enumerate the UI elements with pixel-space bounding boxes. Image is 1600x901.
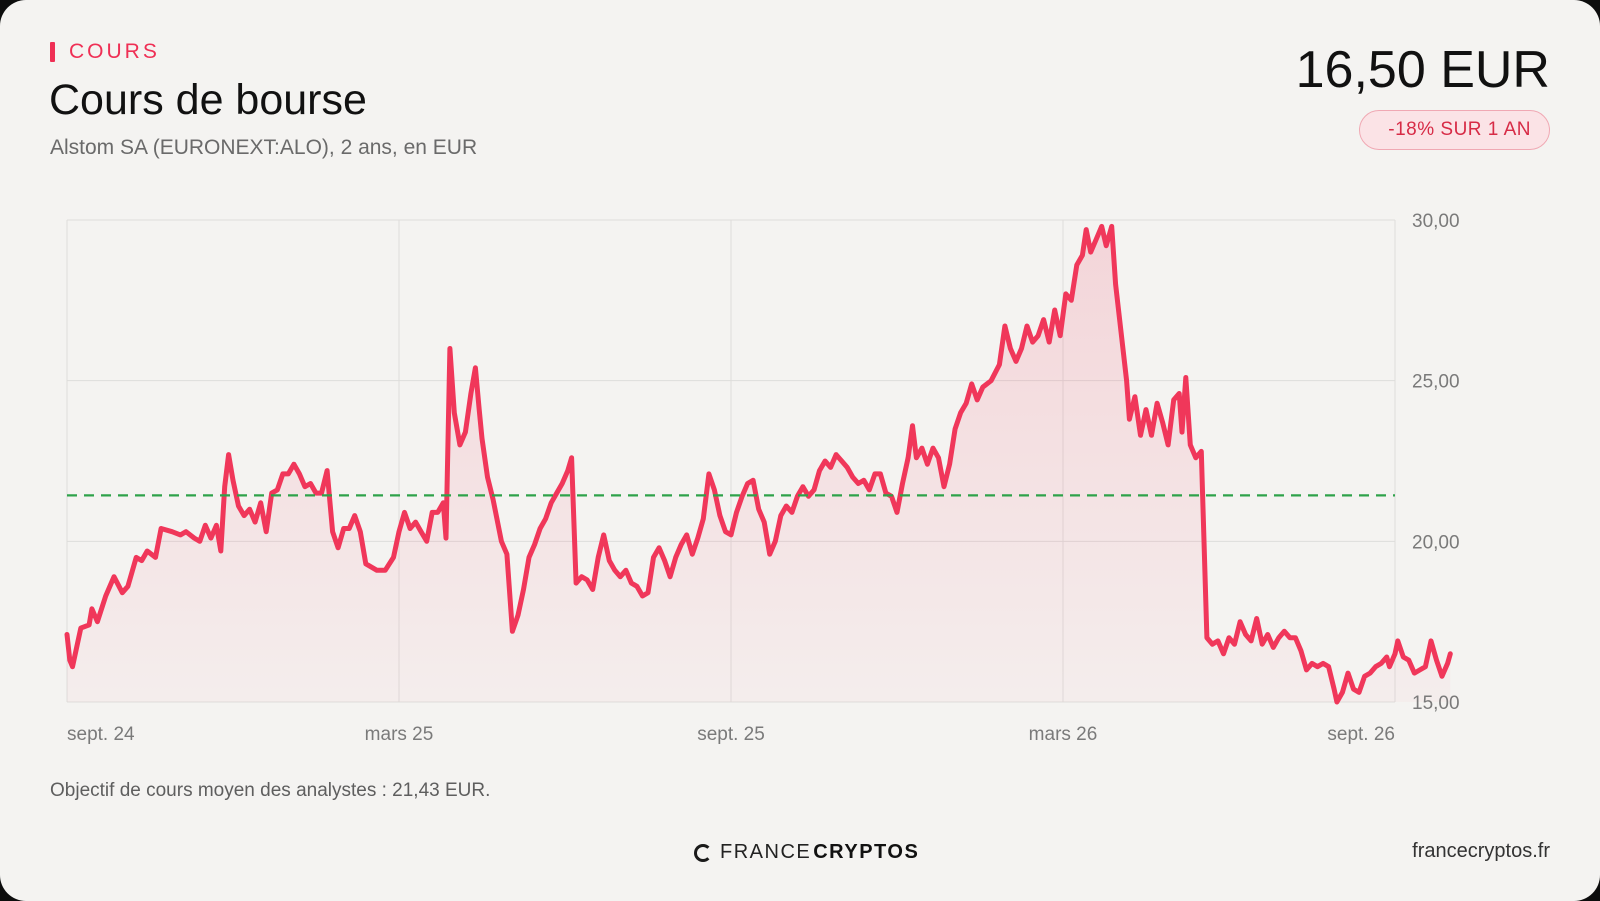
x-tick-label: sept. 24	[67, 724, 135, 745]
x-tick-label: sept. 26	[1327, 724, 1395, 745]
change-badge: -18% SUR 1 AN	[1359, 110, 1550, 150]
brand-name-light: FRANCE	[720, 841, 812, 863]
analyst-target-note: Objectif de cours moyen des analystes : …	[50, 780, 491, 801]
y-tick-label: 15,00	[1412, 693, 1460, 714]
brand-mark-icon	[694, 843, 712, 862]
y-axis-labels: 15,00 20,00 25,00 30,00	[1412, 211, 1460, 714]
site-url: francecryptos.fr	[1412, 840, 1550, 862]
x-tick-label: mars 26	[1029, 724, 1098, 745]
price-line	[64, 223, 1453, 705]
y-tick-label: 20,00	[1412, 532, 1460, 553]
x-axis-labels: sept. 24 mars 25 sept. 25 mars 26 sept. 26	[67, 724, 1395, 745]
y-tick-label: 30,00	[1412, 211, 1460, 232]
kicker-accent-bar	[50, 42, 55, 62]
current-price: 16,50 EUR	[1295, 41, 1550, 99]
y-tick-label: 25,00	[1412, 372, 1460, 393]
page-title: Cours de bourse	[49, 76, 367, 124]
brand-name-bold: CRYPTOS	[813, 841, 920, 863]
price-area-fill	[67, 226, 1451, 702]
kicker-label: COURS	[69, 40, 160, 63]
x-tick-label: mars 25	[365, 724, 434, 745]
section-kicker: COURS	[50, 40, 160, 64]
brand-logo: FRANCE CRYPTOS	[694, 841, 919, 864]
x-tick-label: sept. 25	[697, 724, 765, 745]
page-subtitle: Alstom SA (EURONEXT:ALO), 2 ans, en EUR	[50, 136, 478, 159]
